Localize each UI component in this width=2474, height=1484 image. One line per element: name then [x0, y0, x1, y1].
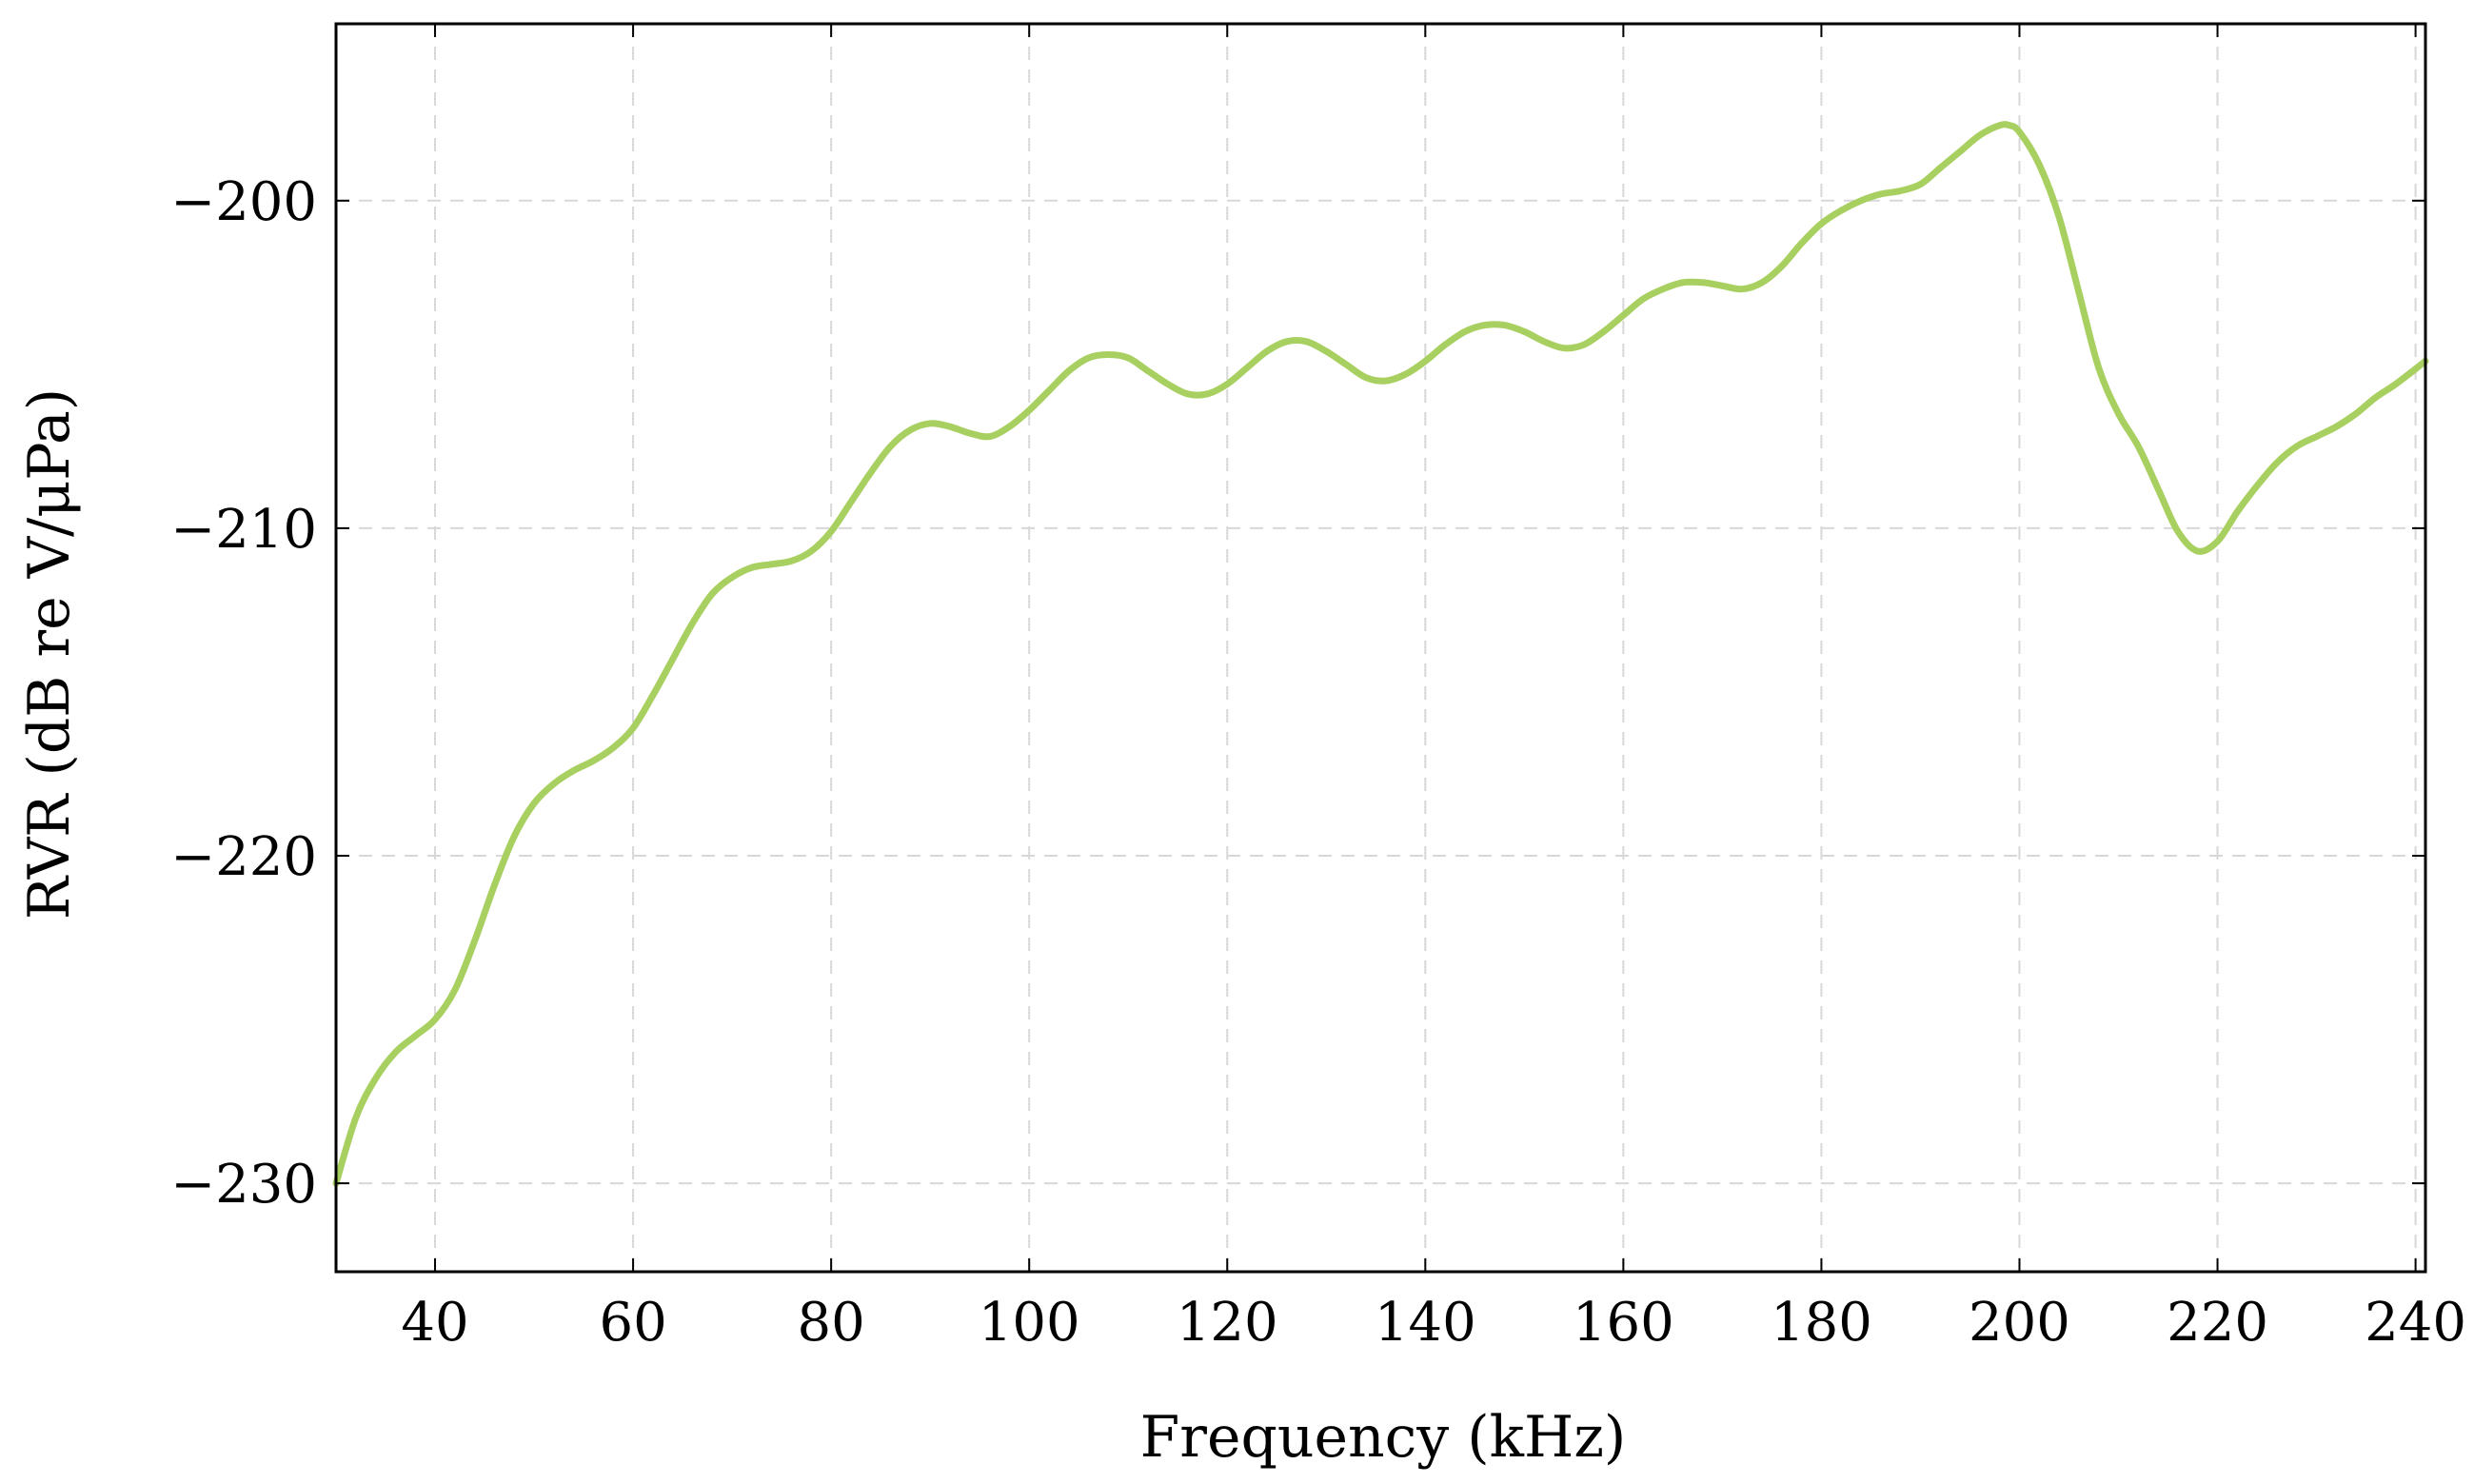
x-tick-label: 220 — [2167, 1292, 2268, 1354]
y-axis-label: RVR (dB re V/μPa) — [16, 388, 83, 920]
x-tick-label: 240 — [2365, 1292, 2466, 1354]
x-tick-label: 140 — [1375, 1292, 1476, 1354]
plot-frame — [334, 22, 2427, 1274]
rvr-series-line — [332, 121, 2429, 1187]
x-tick-label: 60 — [599, 1292, 666, 1354]
x-tick-label: 120 — [1177, 1292, 1278, 1354]
x-tick-label: 180 — [1771, 1292, 1872, 1354]
y-tick-label: −230 — [170, 1154, 317, 1216]
x-tick-label: 100 — [979, 1292, 1080, 1354]
grid-lines — [336, 24, 2425, 1272]
x-tick-label: 160 — [1573, 1292, 1674, 1354]
x-tick-label: 80 — [798, 1292, 865, 1354]
y-tick-label: −200 — [170, 171, 317, 233]
x-tick-label: 200 — [1969, 1292, 2070, 1354]
x-axis-label: Frequency (kHz) — [1140, 1404, 1627, 1471]
x-tick-label: 40 — [401, 1292, 468, 1354]
y-tick-label: −220 — [170, 826, 317, 888]
y-tick-label: −210 — [170, 499, 317, 561]
axis-ticks: 40 60 80 100 120 140 160 180 200 220 240 −230 −220 −2… — [170, 24, 2466, 1354]
series-layer — [332, 121, 2429, 1187]
